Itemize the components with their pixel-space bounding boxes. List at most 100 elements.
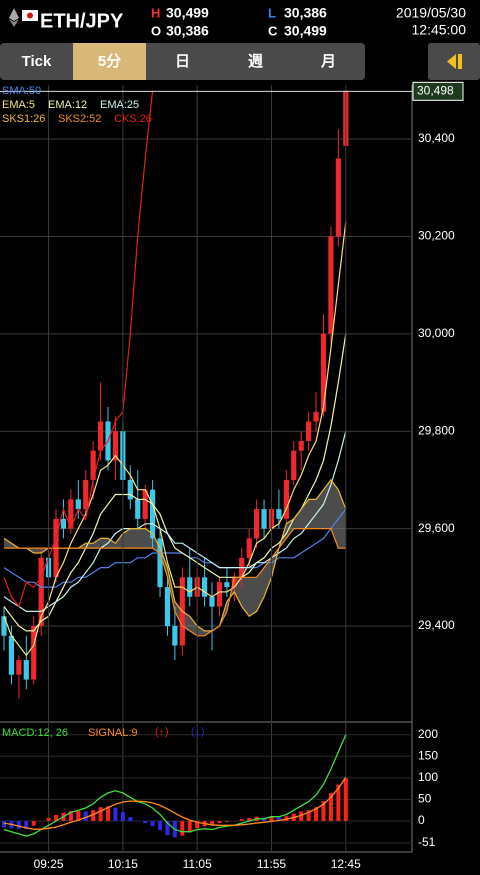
candle-body [202, 577, 208, 597]
histogram-bar [16, 820, 21, 829]
histogram-bar [343, 778, 348, 821]
candle-body [283, 479, 289, 519]
histogram-bar [31, 820, 36, 826]
histogram-bar [113, 807, 118, 821]
indicator-line [3, 221, 347, 657]
y-tick-label: 30,000 [418, 326, 455, 340]
legend-entry: CKS:26 [114, 113, 152, 125]
histogram-bar [158, 820, 163, 831]
candle-body [291, 450, 297, 480]
tab[interactable]: 月 [320, 53, 336, 70]
candle-body [209, 596, 215, 607]
histogram-bar [276, 817, 281, 821]
macd-line [3, 734, 347, 837]
candle-body [164, 587, 171, 627]
candle-body [172, 626, 178, 646]
histogram-bar [106, 806, 111, 821]
candle-body [83, 479, 89, 510]
candle-body [127, 479, 133, 500]
y-tick-label: 200 [418, 727, 438, 741]
candle-body [60, 518, 67, 529]
x-tick-label: 09:25 [34, 857, 64, 871]
histogram-bar [299, 811, 304, 821]
candle-body [187, 577, 193, 597]
indicator-line [3, 90, 154, 608]
tab-active-bg [73, 43, 146, 80]
current-price-label: 30,498 [417, 84, 454, 98]
collapse-button[interactable] [428, 43, 480, 80]
candle-body [135, 499, 141, 519]
tab[interactable]: Tick [22, 53, 52, 70]
open-value: 30,386 [166, 23, 209, 39]
candle-body [157, 538, 163, 588]
legend-entry: （↓） [184, 726, 212, 739]
histogram-bar [165, 820, 170, 836]
y-tick-label: 30,400 [418, 131, 455, 145]
candle-body [31, 626, 37, 680]
legend-entry: SKS2:52 [58, 113, 101, 125]
x-tick-label: 10:15 [108, 857, 138, 871]
legend-entry: SKS1:26 [2, 113, 45, 125]
histogram-bar [187, 820, 192, 833]
candle-body [216, 582, 223, 607]
histogram-bar [306, 810, 311, 821]
candle-body [276, 509, 282, 519]
candle-body [231, 577, 237, 588]
high-value: 30,499 [166, 5, 209, 21]
y-tick-label: 150 [418, 748, 438, 762]
legend-entry: MACD:12, 26 [2, 727, 68, 739]
histogram-bar [210, 820, 215, 826]
tab[interactable]: 5分 [98, 53, 121, 70]
time: 12:45:00 [412, 22, 467, 38]
candle-body [150, 489, 156, 539]
candle-body [335, 158, 341, 237]
candle-body [68, 499, 74, 529]
histogram-bar [336, 784, 341, 821]
tab[interactable]: 日 [175, 53, 190, 70]
candle-body [320, 333, 327, 412]
indicator-line [3, 508, 347, 588]
current-price-box [412, 81, 464, 101]
open-label: O [151, 23, 161, 38]
candle-body [75, 499, 81, 510]
x-tick-label: 11:05 [183, 857, 212, 871]
indicator-line [3, 333, 347, 632]
x-tick-label: 11:55 [257, 857, 286, 871]
candle-body [224, 582, 230, 588]
y-tick-label: 50 [418, 792, 432, 806]
histogram-bar [328, 792, 333, 821]
histogram-bar [180, 820, 185, 836]
y-tick-label: 29,400 [418, 618, 455, 632]
candle-body [1, 616, 7, 636]
x-tick-label: 12:45 [331, 857, 361, 871]
candle-body [38, 557, 44, 627]
candle-body [254, 509, 260, 539]
candle-body [16, 660, 22, 675]
histogram-bar [314, 807, 319, 821]
legend-entry: EMA:25 [100, 99, 139, 111]
legend-entry: SIGNAL:9 [88, 727, 138, 739]
y-tick-label: 100 [418, 770, 438, 784]
candle-body [142, 489, 148, 519]
indicator-line [4, 528, 346, 637]
candle-body [23, 660, 29, 680]
candle-body [313, 411, 319, 422]
histogram-bar [120, 811, 125, 821]
candle-body [97, 421, 104, 451]
macd-line [3, 777, 347, 830]
histogram-bar [54, 814, 59, 821]
y-tick-label: 30,200 [418, 229, 455, 243]
histogram-bar [143, 820, 148, 824]
eth-icon [9, 8, 19, 27]
histogram-bar [239, 819, 244, 821]
candle-body [298, 440, 304, 451]
tab[interactable]: 週 [248, 53, 263, 70]
legend-entry: SMA:50 [2, 85, 41, 97]
candle-body [261, 509, 267, 529]
histogram-bar [150, 820, 155, 827]
candle-body [90, 450, 96, 480]
y-tick-label: 0 [418, 813, 425, 827]
histogram-bar [68, 811, 73, 821]
